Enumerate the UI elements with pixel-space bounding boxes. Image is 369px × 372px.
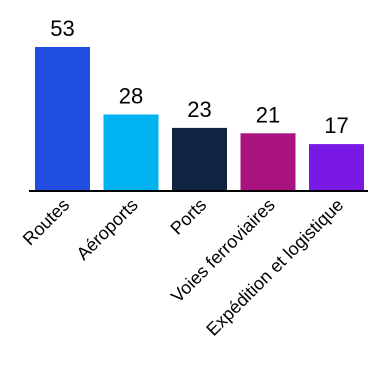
x-tick-label-2: Aéroports [72, 195, 141, 264]
x-tick-label-1: Routes [19, 195, 73, 249]
bar-2 [103, 114, 159, 190]
bar-3 [172, 127, 227, 190]
x-tick-label-3: Ports [166, 195, 210, 239]
value-label-4: 21 [256, 102, 280, 127]
x-tick-label-5: Expédition et logistique [202, 195, 347, 340]
bar-4 [240, 133, 296, 190]
value-label-5: 17 [324, 113, 348, 138]
value-label-1: 53 [50, 16, 74, 41]
bar-5 [309, 144, 364, 190]
bar-1 [35, 47, 90, 190]
value-label-3: 23 [187, 97, 211, 122]
bars-group [35, 47, 364, 190]
value-label-2: 28 [119, 84, 143, 109]
value-labels-group: 53 28 23 21 17 [50, 16, 348, 138]
